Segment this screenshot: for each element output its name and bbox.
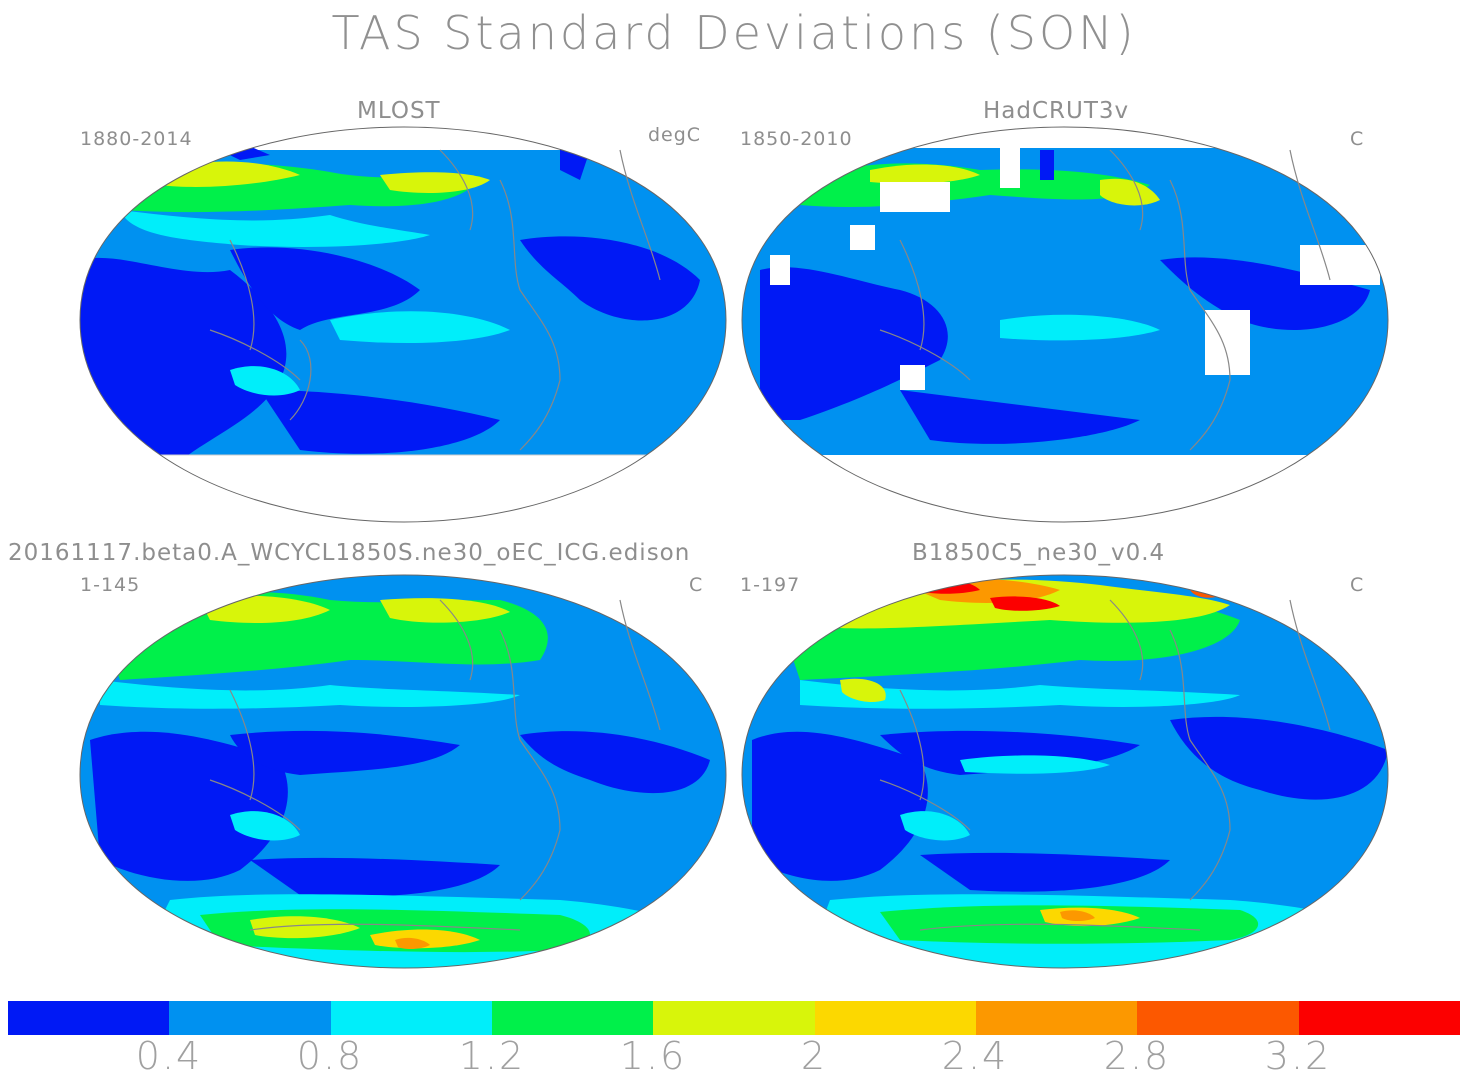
colorbar-tick-1-6: 1.6	[619, 1034, 687, 1078]
panel-4-period: 1-197	[740, 574, 801, 596]
panel-4-units: C	[1350, 574, 1365, 596]
coastlines-panel-2	[879, 149, 1331, 451]
colorbar-swatch-3	[330, 1001, 492, 1035]
colorbar-swatch-6	[814, 1001, 976, 1035]
map-panel-mlost	[80, 127, 726, 522]
colorbar-swatch-1	[8, 1001, 170, 1035]
coastlines-panel-1	[209, 149, 661, 451]
panel-1-period: 1880-2014	[80, 128, 193, 150]
colorbar-swatch-2	[169, 1001, 331, 1035]
panel-1-units: degC	[648, 124, 702, 146]
panel-3-period: 1-145	[80, 574, 141, 596]
map-panel-b1850c5	[742, 575, 1388, 968]
coastlines-panel-3	[209, 599, 661, 931]
figure-title: TAS Standard Deviations (SON)	[331, 6, 1137, 60]
maps-svg	[79, 126, 1389, 969]
colorbar-tick-2-4: 2.4	[941, 1034, 1009, 1078]
panel-2-title: HadCRUT3v	[983, 98, 1130, 124]
colorbar-tick-2-8: 2.8	[1103, 1034, 1171, 1078]
colorbar-swatch-8	[1137, 1001, 1299, 1035]
panel-1-title: MLOST	[357, 98, 441, 124]
panel-2-units: C	[1350, 128, 1365, 150]
panel-2-period: 1850-2010	[740, 128, 853, 150]
panel-3-units: C	[689, 574, 704, 596]
colorbar-tick-1-2: 1.2	[458, 1034, 526, 1078]
colorbar-tick-2: 2	[800, 1034, 828, 1078]
colorbar-swatch-7	[975, 1001, 1138, 1035]
map-panel-beta0	[80, 575, 726, 968]
panel-4-title: B1850C5_ne30_v0.4	[912, 540, 1166, 566]
colorbar	[8, 1001, 1460, 1035]
colorbar-tick-0-8: 0.8	[296, 1034, 364, 1078]
colorbar-tick-3-2: 3.2	[1264, 1034, 1332, 1078]
colorbar-swatch-9	[1298, 1001, 1460, 1035]
colorbar-tick-0-4: 0.4	[135, 1034, 203, 1078]
coastlines-panel-4	[879, 599, 1331, 931]
colorbar-swatch-4	[491, 1001, 654, 1035]
colorbar-swatch-5	[653, 1001, 815, 1035]
panel-3-title: 20161117.beta0.A_WCYCL1850S.ne30_oEC_ICG…	[8, 540, 691, 566]
